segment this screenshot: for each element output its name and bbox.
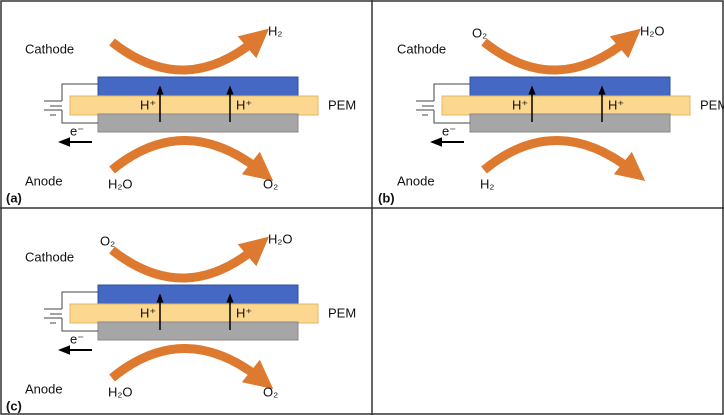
anode-flow-arrow [484,140,634,172]
panel-label: (a) [6,190,22,205]
cathode-output: H₂O [268,231,293,246]
cathode-layer [98,285,298,305]
battery [44,309,62,323]
battery [416,101,434,115]
cathode-flow-arrow [484,38,630,70]
cathode-input: O₂ [472,25,487,40]
cathode-output: H₂O [640,23,665,38]
proton-label: H⁺ [140,97,156,112]
membrane-layer [70,304,318,323]
panel-label: (b) [378,190,395,205]
battery [44,101,62,115]
anode-flow-arrow [112,140,262,172]
membrane-layer [442,96,690,115]
proton-label: H⁺ [236,97,252,112]
electron-label: e⁻ [70,331,84,346]
proton-label: H⁺ [512,97,528,112]
membrane-label: PEM [700,97,724,112]
cathode-flow-arrow [112,246,258,278]
proton-label: H⁺ [236,305,252,320]
cathode-label: Cathode [25,249,74,264]
membrane-label: PEM [328,305,356,320]
page: {"panels": [ {"label": "(a)", "cathode":… [0,0,724,415]
anode-layer [98,114,298,132]
membrane-label: PEM [328,97,356,112]
cathode-label: Cathode [397,41,446,56]
electron-label: e⁻ [442,123,456,138]
cathode-label: Cathode [25,41,74,56]
cathode-input: O₂ [100,233,115,248]
electron-label: e⁻ [70,123,84,138]
cathode-layer [470,77,670,97]
anode-layer [470,114,670,132]
proton-label: H⁺ [140,305,156,320]
anode-output: O₂ [263,176,278,191]
cathode-flow-arrow [112,38,258,70]
anode-flow-arrow [112,348,262,380]
panel-label: (c) [6,398,22,413]
anode-layer [98,322,298,340]
anode-input: H₂O [108,176,133,191]
panel: Cathode Anode PEM (b) e⁻ H⁺ H⁺ O₂ H₂O H₂ [378,23,724,205]
anode-label: Anode [25,173,63,188]
proton-label: H⁺ [608,97,624,112]
cathode-layer [98,77,298,97]
panel: Cathode Anode PEM (c) e⁻ H⁺ H⁺ O₂ H₂O H₂O O₂ [6,231,356,413]
membrane-layer [70,96,318,115]
cathode-output: H₂ [268,23,282,38]
anode-output: O₂ [263,384,278,399]
anode-label: Anode [25,381,63,396]
anode-input: H₂ [480,176,494,191]
figure: Cathode Anode PEM (a) e⁻ H⁺ H⁺ H₂ H₂O O₂ Cathode An… [0,0,724,415]
panel: Cathode Anode PEM (a) e⁻ H⁺ H⁺ H₂ H₂O O₂ [6,23,356,205]
anode-input: H₂O [108,384,133,399]
anode-label: Anode [397,173,435,188]
